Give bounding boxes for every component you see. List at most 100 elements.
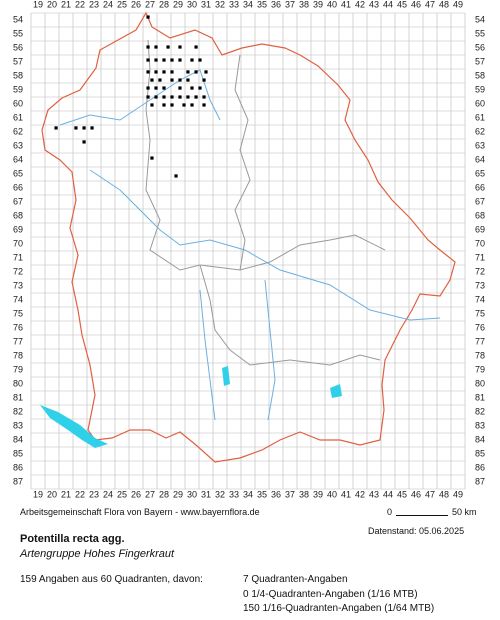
column-label: 22 <box>75 489 85 499</box>
column-label: 46 <box>411 0 421 9</box>
river <box>199 289 216 421</box>
occurrence-dot <box>146 58 150 62</box>
column-label: 40 <box>327 0 337 9</box>
column-label: 47 <box>425 0 435 9</box>
row-label: 68 <box>13 210 23 220</box>
occurrence-dot <box>194 70 198 74</box>
subtitle: Artengruppe Hohes Fingerkraut <box>20 548 175 560</box>
scale-bar <box>396 515 448 516</box>
column-label: 26 <box>131 0 141 9</box>
column-label: 19 <box>33 0 43 9</box>
row-label: 56 <box>475 42 485 52</box>
occurrence-dot <box>162 70 166 74</box>
column-label: 40 <box>327 489 337 499</box>
row-label: 61 <box>13 112 23 122</box>
column-label: 23 <box>89 489 99 499</box>
column-label: 37 <box>285 0 295 9</box>
scale-start: 0 <box>387 507 393 517</box>
occurrence-dot <box>170 58 174 62</box>
occurrence-dot <box>182 103 186 107</box>
row-label: 80 <box>475 378 485 388</box>
occurrence-dot <box>170 103 174 107</box>
column-label: 39 <box>313 489 323 499</box>
occurrence-dot <box>146 45 150 49</box>
occurrence-dot <box>154 86 158 90</box>
row-label: 83 <box>475 420 485 430</box>
row-label: 65 <box>13 168 23 178</box>
occurrence-dot <box>162 86 166 90</box>
district-border <box>234 54 251 271</box>
row-label: 64 <box>13 154 23 164</box>
column-label: 24 <box>103 0 113 9</box>
occurrence-dot <box>54 126 58 130</box>
row-label: 71 <box>475 252 485 262</box>
occurrence-dot <box>74 126 78 130</box>
occurrence-dot <box>150 103 154 107</box>
row-label: 87 <box>13 476 23 486</box>
column-label: 30 <box>187 489 197 499</box>
column-label: 29 <box>173 489 183 499</box>
occurrence-dot <box>178 45 182 49</box>
column-label: 32 <box>215 489 225 499</box>
row-label: 74 <box>13 294 23 304</box>
column-label: 33 <box>229 489 239 499</box>
detail: 7 Quadranten-Angaben <box>243 574 348 585</box>
column-label: 31 <box>201 489 211 499</box>
river <box>89 169 441 321</box>
map: 19 19 20 20 21 21 22 22 23 23 24 24 25 25 26 26 27 27 28 28… <box>13 0 485 499</box>
row-label: 59 <box>13 84 23 94</box>
occurrence-dot <box>82 140 86 144</box>
river <box>264 279 276 421</box>
row-label: 70 <box>13 238 23 248</box>
column-label: 25 <box>117 0 127 9</box>
column-label: 26 <box>131 489 141 499</box>
row-label: 73 <box>475 280 485 290</box>
occurrence-dot <box>178 78 182 82</box>
district-border <box>199 264 381 366</box>
occurrence-dot <box>178 95 182 99</box>
row-label: 86 <box>13 462 23 472</box>
column-label: 47 <box>425 489 435 499</box>
row-label: 64 <box>475 154 485 164</box>
occurrence-dot <box>82 126 86 130</box>
row-label: 82 <box>475 406 485 416</box>
row-label: 87 <box>475 476 485 486</box>
row-label: 69 <box>475 224 485 234</box>
river <box>59 69 221 126</box>
occurrence-dot <box>162 95 166 99</box>
column-label: 45 <box>397 0 407 9</box>
column-label: 22 <box>75 0 85 9</box>
column-label: 49 <box>453 0 463 9</box>
row-label: 68 <box>475 210 485 220</box>
occurrence-dot <box>186 95 190 99</box>
row-label: 69 <box>13 224 23 234</box>
column-label: 44 <box>383 489 393 499</box>
column-label: 28 <box>159 489 169 499</box>
column-label: 21 <box>61 0 71 9</box>
row-label: 70 <box>475 238 485 248</box>
column-label: 32 <box>215 0 225 9</box>
state-border <box>41 11 456 463</box>
row-label: 85 <box>13 448 23 458</box>
row-label: 65 <box>475 168 485 178</box>
column-label: 44 <box>383 0 393 9</box>
row-label: 79 <box>13 364 23 374</box>
row-label: 73 <box>13 280 23 290</box>
row-label: 62 <box>13 126 23 136</box>
row-label: 55 <box>475 28 485 38</box>
column-label: 34 <box>243 0 253 9</box>
column-label: 37 <box>285 489 295 499</box>
occurrence-dot <box>186 78 190 82</box>
column-label: 23 <box>89 0 99 9</box>
title: Potentilla recta agg. <box>20 533 125 545</box>
row-label: 77 <box>475 336 485 346</box>
district-border <box>145 39 386 271</box>
column-label: 42 <box>355 0 365 9</box>
row-label: 56 <box>13 42 23 52</box>
occurrence-dot <box>170 95 174 99</box>
occurrence-dot <box>166 45 170 49</box>
occurrence-dot <box>170 78 174 82</box>
occurrence-dot <box>190 58 194 62</box>
occurrence-dot <box>162 103 166 107</box>
